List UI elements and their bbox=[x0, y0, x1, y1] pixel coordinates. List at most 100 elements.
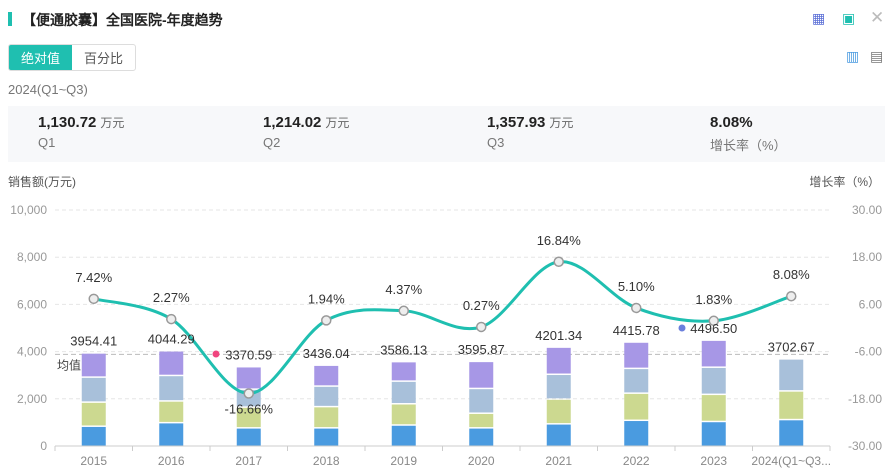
page-title: 【便通胶囊】全国医院-年度趋势 bbox=[22, 12, 223, 28]
kpi-value: 1,214.02 bbox=[263, 114, 322, 131]
growth-point bbox=[166, 313, 177, 325]
bar-segment-q3 bbox=[779, 359, 804, 391]
bar-segment-q1 bbox=[469, 428, 494, 446]
total-label: 3954.41 bbox=[70, 334, 117, 349]
toggle-percent[interactable]: 百分比 bbox=[84, 51, 124, 66]
y-tick-label: 10,000 bbox=[10, 203, 47, 217]
growth-point bbox=[243, 388, 254, 399]
kpi-unit: 万元 bbox=[100, 116, 125, 130]
total-label: 4201.34 bbox=[535, 328, 582, 343]
marker-dot bbox=[212, 350, 220, 358]
growth-label: 7.42% bbox=[75, 270, 112, 285]
y2-tick-label: 30.00 bbox=[852, 203, 882, 217]
bar-segment-q4 bbox=[314, 365, 339, 386]
bar-segment-q1 bbox=[779, 420, 804, 446]
x-tick-label: 2020 bbox=[468, 454, 495, 468]
x-tick-label: 2015 bbox=[80, 454, 107, 468]
bar-segment-q3 bbox=[469, 389, 494, 413]
y2-tick-label: 6.00 bbox=[859, 297, 883, 311]
growth-label: 1.94% bbox=[308, 291, 345, 306]
growth-label: 5.10% bbox=[618, 279, 655, 294]
bar-segment-q2 bbox=[81, 402, 106, 426]
bar-segment-q1 bbox=[701, 422, 726, 446]
total-label: 3586.13 bbox=[380, 342, 427, 357]
y-axis-title: 销售额(万元) bbox=[8, 174, 76, 189]
growth-point bbox=[708, 315, 719, 327]
x-tick-label: 2023 bbox=[700, 454, 727, 468]
bar-segment-q1 bbox=[314, 428, 339, 446]
total-label: 4415.78 bbox=[613, 323, 660, 338]
bar-segment-q4 bbox=[159, 351, 184, 375]
total-label: 4496.50 bbox=[690, 321, 737, 336]
bar-segment-q4 bbox=[469, 362, 494, 388]
bar-segment-q1 bbox=[624, 421, 649, 446]
total-label: 3702.67 bbox=[768, 340, 815, 355]
bar-segment-q2 bbox=[236, 407, 261, 428]
marker-dot bbox=[678, 324, 686, 332]
x-tick-label: 2018 bbox=[313, 454, 340, 468]
table-view-icon[interactable]: ▤ bbox=[870, 48, 884, 64]
bar-segment-q3 bbox=[391, 381, 416, 404]
kpi-unit: 万元 bbox=[325, 116, 350, 130]
kpi-q2: 1,214.02 万元 Q2 bbox=[263, 114, 349, 150]
kpi-label: Q2 bbox=[263, 135, 281, 150]
growth-label: 0.27% bbox=[463, 298, 500, 313]
y2-tick-label: -30.00 bbox=[848, 439, 882, 453]
growth-label: 8.08% bbox=[773, 267, 810, 282]
bar-segment-q4 bbox=[81, 353, 106, 377]
bar-segment-q2 bbox=[159, 401, 184, 422]
bar-segment-q1 bbox=[159, 423, 184, 446]
title-accent bbox=[8, 12, 12, 26]
x-tick-label: 2019 bbox=[390, 454, 417, 468]
bar-segment-q1 bbox=[236, 428, 261, 446]
growth-point bbox=[398, 305, 409, 317]
x-tick-label: 2021 bbox=[545, 454, 572, 468]
growth-point bbox=[88, 293, 99, 305]
bar-segment-q4 bbox=[236, 367, 261, 389]
y2-axis-title: 增长率（%） bbox=[809, 174, 880, 189]
kpi-value: 1,130.72 bbox=[38, 114, 97, 131]
toggle-absolute[interactable]: 绝对值 bbox=[9, 45, 73, 70]
kpi-unit: 万元 bbox=[549, 116, 574, 130]
bar-segment-q3 bbox=[624, 369, 649, 393]
growth-label: 2.27% bbox=[153, 290, 190, 305]
y-tick-label: 4,000 bbox=[17, 345, 47, 359]
total-label: 4044.29 bbox=[148, 332, 195, 347]
y-tick-label: 2,000 bbox=[17, 392, 47, 406]
y2-tick-label: -6.00 bbox=[855, 345, 883, 359]
bar-segment-q2 bbox=[469, 413, 494, 428]
growth-point bbox=[786, 290, 797, 302]
x-tick-label: 2024(Q1~Q3... bbox=[751, 454, 831, 468]
growth-label: 16.84% bbox=[537, 233, 582, 248]
bar-segment-q3 bbox=[701, 367, 726, 394]
export-image-icon[interactable]: ▣ bbox=[842, 10, 856, 26]
kpi-label: Q3 bbox=[487, 135, 505, 150]
kpi-growth: 8.08% 增长率（%） bbox=[710, 114, 787, 154]
bar-segment-q1 bbox=[81, 426, 106, 446]
bar-segment-q3 bbox=[159, 376, 184, 401]
growth-label: -16.66% bbox=[225, 402, 274, 417]
growth-point bbox=[631, 302, 642, 314]
bar-segment-q2 bbox=[624, 393, 649, 420]
bar-segment-q3 bbox=[314, 386, 339, 406]
total-label: 3370.59 bbox=[225, 347, 272, 362]
growth-label: 4.37% bbox=[385, 282, 422, 297]
y-tick-label: 0 bbox=[40, 439, 47, 453]
growth-line bbox=[93, 260, 792, 396]
export-excel-icon[interactable]: ▦ bbox=[812, 10, 826, 26]
kpi-panel: 1,130.72 万元 Q1 1,214.02 万元 Q2 1,357.93 万元 Q3 8… bbox=[8, 106, 885, 162]
average-label: 均值 bbox=[57, 357, 81, 372]
growth-point bbox=[476, 321, 487, 333]
y2-tick-label: -18.00 bbox=[848, 392, 882, 406]
bar-segment-q1 bbox=[391, 425, 416, 446]
kpi-label: 增长率（%） bbox=[710, 138, 787, 153]
y-tick-label: 6,000 bbox=[17, 297, 47, 311]
bar-chart-icon[interactable]: ▥ bbox=[846, 48, 860, 64]
kpi-value: 8.08% bbox=[710, 114, 753, 131]
x-tick-label: 2016 bbox=[158, 454, 185, 468]
close-icon[interactable]: ✕ bbox=[870, 8, 885, 27]
kpi-value: 1,357.93 bbox=[487, 114, 546, 131]
trend-chart: 销售额(万元) 增长率（%） 0 -30.00 2,000 -18.00 4,000 -6… bbox=[8, 174, 883, 468]
bar-segment-q2 bbox=[314, 407, 339, 428]
growth-label: 1.83% bbox=[695, 292, 732, 307]
